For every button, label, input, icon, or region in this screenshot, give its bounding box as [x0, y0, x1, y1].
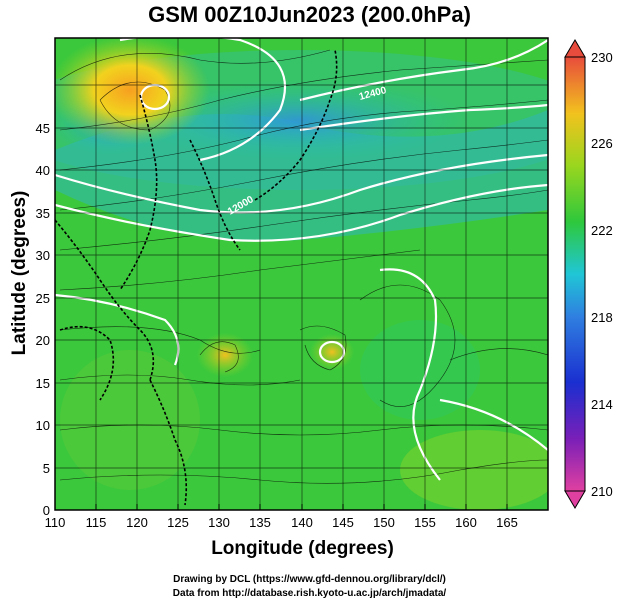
x-tick-label: 130: [208, 515, 230, 530]
colorbar: [564, 39, 586, 509]
x-tick-label: 155: [414, 515, 436, 530]
y-axis-title: Latitude (degrees): [9, 190, 30, 356]
colorbar-tick-label: 218: [591, 310, 613, 325]
x-tick-label: 135: [249, 515, 271, 530]
colorbar-tick-label: 214: [591, 397, 613, 412]
colorbar-tick-label: 226: [591, 136, 613, 151]
x-axis-title: Longitude (degrees): [211, 538, 394, 559]
x-tick-label: 110: [45, 515, 66, 530]
x-tick-label: 165: [496, 515, 518, 530]
x-tick-label: 145: [332, 515, 354, 530]
x-tick-label: 125: [167, 515, 189, 530]
x-tick-labels: 110 115 120 125 130 135 140 145 150 155 …: [45, 515, 518, 530]
x-tick-label: 150: [373, 515, 395, 530]
y-tick-label: 5: [43, 461, 50, 476]
chart-title: GSM 00Z10Jun2023 (200.0hPa): [148, 2, 471, 27]
x-tick-label: 140: [291, 515, 313, 530]
colorbar-tick-labels: 230 226 222 218 214 210: [591, 50, 613, 499]
shaded-field: [55, 38, 548, 510]
x-tick-label: 120: [126, 515, 148, 530]
y-tick-label: 35: [36, 206, 50, 221]
colorbar-top-arrow: [564, 39, 586, 58]
y-tick-label: 20: [36, 333, 50, 348]
x-tick-label: 115: [86, 515, 107, 530]
colorbar-tick-label: 222: [591, 223, 613, 238]
coastlines: [55, 49, 338, 506]
y-tick-label: 30: [36, 248, 50, 263]
y-tick-label: 25: [36, 291, 50, 306]
y-tick-labels: 0 5 10 15 20 25 30 35 40 45: [36, 121, 50, 518]
y-tick-label: 15: [36, 376, 50, 391]
y-tick-label: 0: [43, 503, 50, 518]
colorbar-tick-label: 210: [591, 484, 613, 499]
colorbar-scale: [564, 56, 586, 492]
grid-lines: [55, 38, 548, 510]
x-tick-label: 160: [455, 515, 477, 530]
credit-data: Data from http://database.rish.kyoto-u.a…: [172, 588, 447, 599]
y-tick-label: 10: [36, 418, 50, 433]
y-tick-label: 40: [36, 163, 50, 178]
y-tick-label: 45: [36, 121, 50, 136]
colorbar-bottom-arrow: [564, 490, 586, 509]
credit-drawing: Drawing by DCL (https://www.gfd-dennou.o…: [173, 574, 446, 585]
x-tick-marks: [54, 504, 508, 510]
colorbar-tick-label: 230: [591, 50, 613, 65]
